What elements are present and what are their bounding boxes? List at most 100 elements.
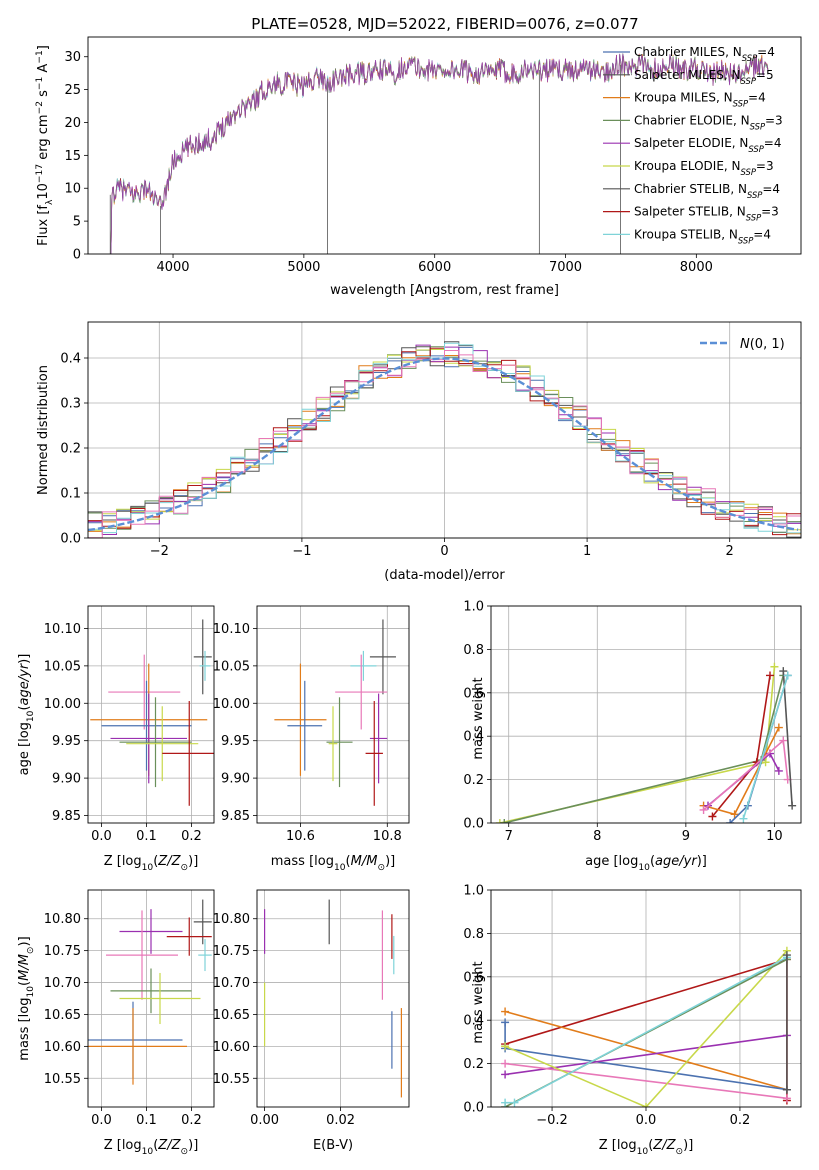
error-bars	[88, 899, 212, 1085]
y-tick-label: 10.05	[213, 659, 250, 674]
weight-lines	[495, 662, 797, 823]
data-point	[369, 619, 396, 695]
weight-marker	[779, 667, 788, 676]
data-point	[119, 697, 192, 788]
spectrum-line	[110, 53, 769, 254]
x-axis-label: wavelength [Angstrom, rest frame]	[330, 283, 559, 298]
y-tick-label: 0.4	[463, 730, 484, 745]
y-axis-label: mass weight	[471, 677, 486, 759]
y-tick-label: 10.70	[44, 976, 81, 991]
data-point	[119, 972, 201, 1025]
y-tick-label: 0.8	[463, 927, 484, 942]
weight-marker	[779, 736, 788, 745]
data-point	[101, 680, 192, 771]
error-bars	[264, 899, 402, 1098]
figure-title: PLATE=0528, MJD=52022, FIBERID=0076, z=0…	[251, 15, 638, 33]
x-tick-label: 1	[583, 544, 591, 559]
x-axis-label: Z [log10(Z/Z⊙)]	[599, 1138, 694, 1157]
x-tick-label: −2	[150, 544, 169, 559]
y-axis-label: mass weight	[471, 961, 486, 1043]
weight-line	[504, 1034, 788, 1076]
weight_vs_Z-chart: −0.2 0.0 0.2 0.0 0.2 0.4 0.6 0.8 1.0 Z [log10(Z/Z…	[463, 884, 802, 1157]
y-tick-label: 0.6	[463, 686, 484, 701]
data-point	[166, 917, 212, 956]
y-tick-label: 10.65	[44, 1008, 81, 1023]
error-bars	[90, 619, 214, 806]
weight-marker	[642, 1103, 650, 1107]
legend-label: Chabrier MILES, NSSP=4	[634, 45, 775, 63]
weight-series	[739, 671, 792, 823]
weight-marker	[501, 1098, 510, 1107]
mass_vs_Z-chart: 0.0 0.1 0.2 10.55 10.60 10.65 10.70 10.75 10.80 Z…	[17, 889, 215, 1157]
y-tick-label: 0.6	[463, 970, 484, 985]
spectrum-line	[110, 53, 769, 254]
y-tick-label: 0.8	[463, 643, 484, 658]
axes-frame	[490, 605, 802, 824]
weight-marker	[495, 819, 504, 823]
histogram-series	[88, 350, 801, 538]
weight-marker	[510, 1098, 519, 1107]
y-tick-label: 30	[64, 50, 81, 65]
weight-marker	[761, 758, 770, 767]
weight-marker	[726, 819, 735, 823]
data-point	[108, 654, 181, 730]
y-tick-label: 10.10	[213, 622, 250, 637]
weight-line	[742, 675, 789, 819]
weight-marker	[774, 723, 783, 732]
y-tick-label: 10.05	[44, 659, 81, 674]
y-tick-label: 10	[64, 182, 81, 197]
axes-frame	[87, 36, 802, 255]
y-tick-label: 10.00	[213, 697, 250, 712]
x-tick-label: 4000	[156, 260, 189, 275]
x-tick-label: 10	[766, 829, 783, 844]
weight-series	[779, 667, 797, 810]
histograms	[88, 341, 801, 538]
x-tick-label: 0.2	[181, 829, 202, 844]
data-point	[287, 680, 323, 771]
x-tick-label: 7000	[549, 260, 582, 275]
axes-frame	[256, 605, 410, 824]
spectrum-chart: 4000 5000 6000 7000 8000 0 5 10 15 20 25 30 waveleng…	[35, 36, 802, 298]
x-tick-label: 0.2	[730, 1113, 751, 1128]
y-tick-label: 0.2	[60, 442, 81, 457]
y-tick-label: 10.80	[44, 912, 81, 927]
spectrum-line	[110, 54, 769, 254]
legend-label: Salpeter ELODIE, NSSP=4	[634, 136, 782, 154]
weight-marker	[708, 812, 717, 821]
spectrum-lines	[109, 53, 769, 254]
y-axis-label: Normed distribution	[36, 365, 51, 495]
weight-series	[501, 1059, 791, 1103]
x-tick-label: 0.02	[326, 1113, 355, 1128]
y-tick-label: 0.1	[60, 487, 81, 502]
data-point	[126, 706, 199, 782]
x-axis-label: mass [log10(M/M⊙)]	[271, 854, 395, 873]
axes-frame	[87, 321, 802, 539]
y-tick-label: 0.0	[60, 532, 81, 547]
weight_vs_age-chart: 7 8 9 10 0.0 0.2 0.4 0.6 0.8 1.0 age [log10(age/yr…	[463, 600, 802, 873]
weight-line	[504, 1010, 788, 1091]
x-tick-label: 5000	[287, 260, 320, 275]
x-axis-label: E(B-V)	[313, 1138, 353, 1153]
y-tick-label: 0.0	[463, 817, 484, 832]
x-axis-label: Z [log10(Z/Z⊙)]	[104, 1138, 199, 1157]
legend-label: Kroupa STELIB, NSSP=4	[634, 227, 771, 245]
weight-marker	[501, 1070, 510, 1079]
x-tick-label: 10.8	[373, 829, 402, 844]
weight-marker	[782, 1085, 791, 1094]
weight-lines	[501, 946, 791, 1107]
weight-line	[782, 671, 793, 806]
y-tick-label: 10.70	[213, 976, 250, 991]
weight-line	[499, 666, 776, 823]
data-point	[328, 706, 338, 782]
legend-label: Salpeter STELIB, NSSP=3	[634, 205, 779, 223]
x-axis-label: age [log10(age/yr)]	[585, 854, 707, 873]
y-tick-label: 10.60	[213, 1040, 250, 1055]
axes-frame	[87, 889, 215, 1108]
legend-label: N(0, 1)	[740, 337, 785, 352]
x-tick-label: 0.00	[250, 1113, 279, 1128]
x-axis-label: (data-model)/error	[384, 568, 505, 583]
data-point	[326, 697, 353, 788]
weight-marker	[774, 766, 783, 775]
data-point	[369, 693, 388, 784]
x-tick-label: 2	[726, 544, 734, 559]
